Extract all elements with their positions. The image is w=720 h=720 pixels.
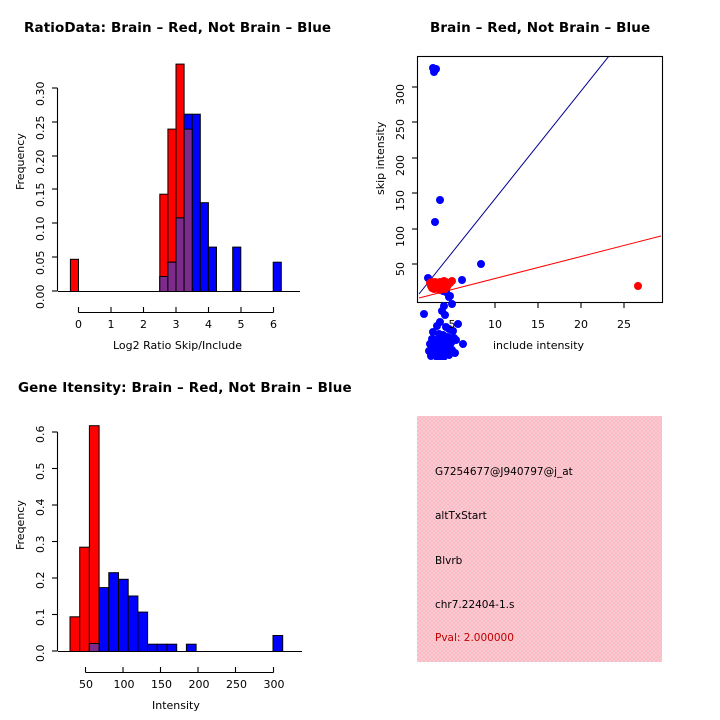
event-type-text: altTxStart <box>435 510 487 522</box>
ytick-label: 200 <box>394 155 407 176</box>
ytick-label: 0.15 <box>34 182 47 208</box>
intensity-scatter-canvas <box>412 55 664 360</box>
xtick-label: 5 <box>448 318 456 331</box>
gene-intensity-title: Gene Itensity: Brain – Red, Not Brain – … <box>18 380 352 396</box>
intensity-scatter-blue-points <box>420 64 485 360</box>
xtick-label: 15 <box>531 318 545 331</box>
intensity-scatter-title: Brain – Red, Not Brain – Blue <box>430 20 651 36</box>
ytick-label: 0.20 <box>34 149 47 175</box>
gene-intensity-canvas <box>52 425 302 674</box>
xtick-label: 200 <box>188 678 210 691</box>
ytick-label: 0.2 <box>34 571 47 590</box>
xtick-label: 10 <box>488 318 502 331</box>
ytick-label: 300 <box>394 84 407 105</box>
coordinate-text: chr7.22404-1.s <box>435 599 515 611</box>
gene-intensity-x-axis <box>84 667 275 674</box>
probe-id-text: G7254677@J940797@j_at <box>435 466 573 478</box>
ratio-histogram-xlabel: Log2 Ratio Skip/Include <box>113 339 243 352</box>
xtick-label: 150 <box>151 678 172 691</box>
xtick-label: 2 <box>140 318 147 331</box>
gene-intensity-y-axis <box>52 431 59 652</box>
xtick-label: 3 <box>172 318 180 331</box>
red-reference-line <box>418 235 662 299</box>
ratio-histogram-y-axis <box>52 87 59 292</box>
ytick-label: 0.00 <box>34 284 47 310</box>
annotation-box <box>417 416 662 662</box>
pval-text: Pval: 2.000000 <box>435 632 514 644</box>
intensity-scatter-plot-box <box>416 55 664 304</box>
ytick-label: 0.10 <box>34 216 47 242</box>
ytick-label: 0.4 <box>34 498 47 517</box>
ratio-histogram-canvas <box>52 63 300 314</box>
ytick-label: 0.3 <box>34 535 47 554</box>
ratio-histogram-panel: RatioData: Brain – Red, Not Brain – Blue… <box>0 0 360 360</box>
xtick-label: 100 <box>113 678 135 691</box>
ytick-label: 0.05 <box>34 250 47 276</box>
blue-reference-line <box>418 57 609 295</box>
ytick-label: 0.0 <box>34 644 47 663</box>
xtick-label: 20 <box>574 318 588 331</box>
intensity-scatter-xlabel: include intensity <box>493 339 585 352</box>
gene-intensity-panel: Gene Itensity: Brain – Red, Not Brain – … <box>0 360 360 720</box>
ratio-histogram-red-bars <box>69 63 193 292</box>
annotation-panel: G7254677@J940797@j_at altTxStart Blvrb c… <box>360 360 720 720</box>
xtick-label: 4 <box>205 318 212 331</box>
ytick-label: 0.1 <box>34 608 47 627</box>
ytick-label: 250 <box>394 119 407 140</box>
gene-intensity-red-bars <box>69 425 100 652</box>
gene-intensity-blue-bars <box>88 572 284 653</box>
intensity-scatter-x-ticks <box>451 302 625 308</box>
ratio-histogram-overlap-bars <box>159 128 193 293</box>
ytick-label: 100 <box>394 226 407 247</box>
intensity-scatter-panel: Brain – Red, Not Brain – Blue skip inten… <box>360 0 720 360</box>
gene-intensity-overlap-bars <box>88 643 100 652</box>
ytick-label: 0.5 <box>34 462 47 481</box>
gene-intensity-xlabel: Intensity <box>152 699 200 712</box>
ratio-histogram-x-axis <box>77 307 275 314</box>
ytick-label: 50 <box>394 262 407 276</box>
ytick-label: 0.6 <box>34 425 47 444</box>
xtick-label: 300 <box>263 678 285 691</box>
intensity-scatter-red-points <box>426 277 642 294</box>
xtick-label: 1 <box>107 318 115 331</box>
xtick-label: 25 <box>617 318 631 331</box>
ratio-histogram-title: RatioData: Brain – Red, Not Brain – Blue <box>24 20 332 36</box>
ytick-label: 0.30 <box>34 81 47 107</box>
xtick-label: 6 <box>270 318 277 331</box>
xtick-label: 250 <box>226 678 247 691</box>
ytick-label: 150 <box>394 190 407 211</box>
xtick-label: 50 <box>79 678 93 691</box>
gene-symbol-text: Blvrb <box>435 555 463 567</box>
xtick-label: 0 <box>75 318 82 331</box>
xtick-label: 5 <box>237 318 245 331</box>
intensity-scatter-y-ticks <box>412 86 418 265</box>
ytick-label: 0.25 <box>34 115 47 141</box>
